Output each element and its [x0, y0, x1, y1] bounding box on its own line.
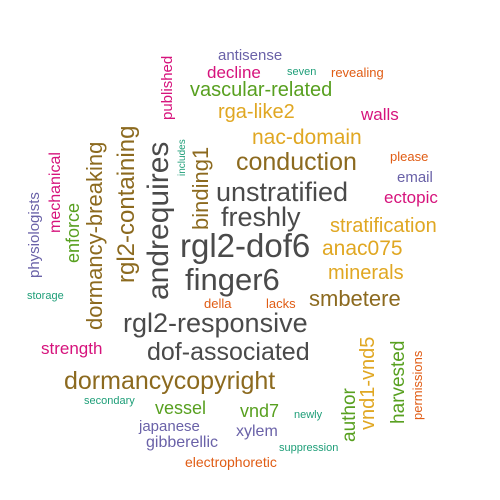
word-finger6: finger6 — [185, 262, 280, 297]
word-smbetere: smbetere — [309, 286, 401, 311]
word-email: email — [397, 169, 433, 186]
word-decline: decline — [207, 63, 261, 82]
word-walls: walls — [361, 105, 399, 124]
word-harvested: harvested — [388, 340, 409, 424]
word-rgl2-dof6: rgl2-dof6 — [180, 227, 311, 264]
word-japanese: japanese — [139, 418, 200, 435]
word-secondary: secondary — [84, 395, 135, 407]
word-binding1: binding1 — [188, 146, 213, 230]
word-lacks: lacks — [266, 296, 296, 311]
word-minerals: minerals — [328, 262, 404, 284]
word-dof-associated: dof-associated — [147, 338, 310, 366]
word-stratification: stratification — [330, 215, 437, 237]
word-published: published — [159, 55, 176, 120]
word-strength: strength — [41, 339, 103, 358]
word-della: della — [204, 296, 232, 311]
word-newly: newly — [294, 409, 323, 421]
word-vnd7: vnd7 — [240, 401, 280, 421]
word-suppression: suppression — [279, 442, 339, 454]
word-seven: seven — [287, 66, 317, 78]
word-rgl2-containing: rgl2-containing — [113, 125, 140, 283]
word-please: please — [390, 149, 429, 164]
word-author: author — [339, 388, 360, 442]
word-anac075: anac075 — [322, 237, 403, 260]
word-freshly: freshly — [221, 202, 301, 232]
word-unstratified: unstratified — [216, 177, 349, 207]
word-mechanical: mechanical — [47, 152, 64, 233]
word-physiologists: physiologists — [26, 192, 43, 278]
word-antisense: antisense — [218, 47, 283, 64]
word-nac-domain: nac-domain — [252, 126, 362, 149]
word-conduction: conduction — [236, 148, 357, 176]
word-enforce: enforce — [63, 202, 83, 263]
word-xylem: xylem — [236, 423, 278, 440]
word-revealing: revealing — [331, 65, 384, 80]
word-storage: storage — [27, 290, 64, 302]
word-rga-like2: rga-like2 — [218, 101, 295, 123]
word-includes: includes — [177, 139, 188, 176]
word-vessel: vessel — [155, 398, 207, 418]
word-dormancy-breaking: dormancy-breaking — [82, 141, 107, 330]
word-vascular-related: vascular-related — [190, 79, 333, 101]
word-permissions: permissions — [410, 350, 425, 420]
word-andrequires: andrequires — [142, 141, 175, 300]
word-electrophoretic: electrophoretic — [185, 454, 277, 470]
word-gibberellic: gibberellic — [146, 434, 219, 451]
word-ectopic: ectopic — [384, 188, 438, 207]
word-rgl2-responsive: rgl2-responsive — [123, 308, 308, 338]
word-dormancycopyright: dormancycopyright — [64, 367, 276, 395]
word-vnd1-vnd5: vnd1-vnd5 — [357, 336, 379, 430]
